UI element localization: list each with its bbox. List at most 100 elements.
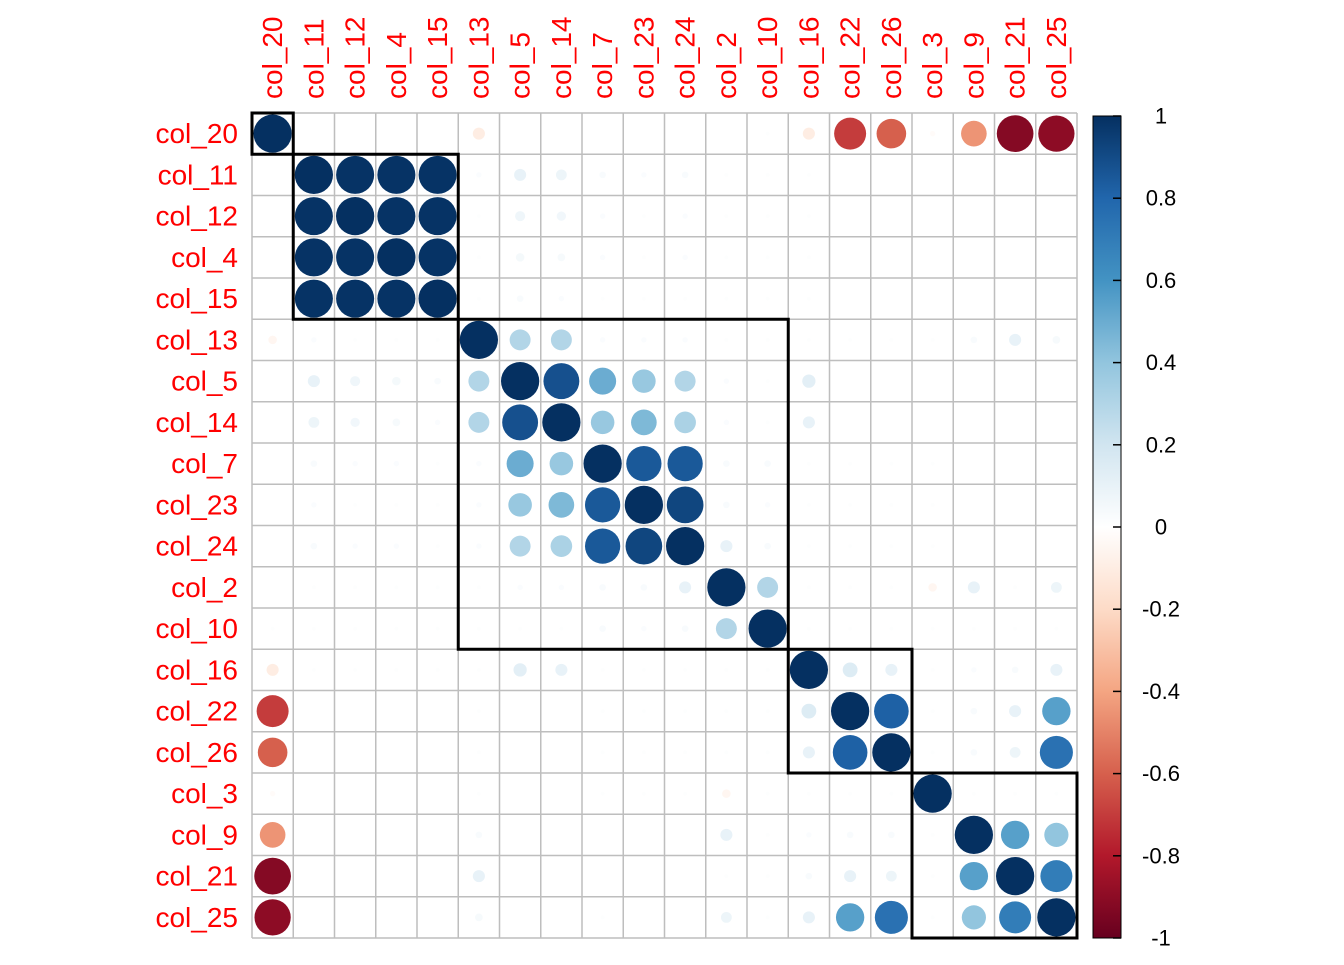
correlation-circle-col_14-col_14 xyxy=(542,403,581,442)
correlation-circle-col_24-col_16 xyxy=(806,544,811,549)
correlation-circle-col_13-col_14 xyxy=(550,329,572,351)
column-label: col_25 xyxy=(1041,16,1072,99)
correlation-circle-col_2-col_15 xyxy=(435,585,440,590)
column-label: col_24 xyxy=(670,16,701,99)
column-label: col_5 xyxy=(505,32,536,99)
correlation-circle-col_4-col_2 xyxy=(724,255,729,260)
correlation-circle-col_10-col_20 xyxy=(270,626,275,631)
correlation-circle-col_16-col_7 xyxy=(600,667,605,672)
correlation-circle-col_4-col_13 xyxy=(476,255,481,260)
correlation-circle-col_7-col_13 xyxy=(476,460,482,467)
row-label: col_4 xyxy=(171,242,238,273)
column-label: col_20 xyxy=(257,16,288,99)
correlation-circle-col_24-col_4 xyxy=(393,543,400,549)
correlation-circle-col_20-col_22 xyxy=(834,117,867,150)
correlation-circle-col_25-col_21 xyxy=(999,901,1032,934)
correlation-circle-col_9-col_2 xyxy=(720,828,733,841)
correlation-circle-col_22-col_13 xyxy=(476,709,481,714)
color-legend: 1 0.8 0.6 0.4 0.2 0 -0.2 -0.4 -0.6 -0.8 -1 xyxy=(1092,104,1180,951)
correlation-circle-col_3-col_26 xyxy=(889,791,894,796)
correlation-circle-col_15-col_11 xyxy=(294,279,333,318)
correlation-circle-col_21-col_25 xyxy=(1040,860,1073,893)
correlation-circle-col_9-col_25 xyxy=(1044,822,1069,847)
correlation-circle-col_26-col_22 xyxy=(832,735,868,770)
correlation-circle-col_10-col_22 xyxy=(848,626,853,631)
correlation-circle-col_13-col_13 xyxy=(459,320,499,360)
correlation-circle-col_2-col_24 xyxy=(679,581,692,594)
correlation-circle-col_3-col_13 xyxy=(476,791,481,796)
correlation-circle-col_9-col_20 xyxy=(259,822,286,848)
correlation-circle-col_24-col_10 xyxy=(764,542,771,550)
correlation-circle-col_13-col_15 xyxy=(435,337,440,342)
correlation-circle-col_15-col_5 xyxy=(516,295,524,302)
row-label: col_16 xyxy=(155,654,238,685)
correlation-circle-col_10-col_3 xyxy=(930,626,935,631)
correlation-circle-col_25-col_2 xyxy=(720,911,732,923)
correlation-circle-col_16-col_14 xyxy=(555,663,568,676)
correlation-circle-col_10-col_23 xyxy=(641,625,647,632)
correlation-circle-col_12-col_16 xyxy=(806,214,811,219)
correlation-circle-col_22-col_21 xyxy=(1009,705,1022,718)
correlation-circle-col_13-col_25 xyxy=(1052,336,1061,344)
correlation-circle-col_15-col_13 xyxy=(476,296,481,301)
correlation-circle-col_25-col_7 xyxy=(600,915,605,920)
correlation-circle-col_7-col_22 xyxy=(848,461,853,466)
correlation-circle-col_21-col_16 xyxy=(805,872,813,880)
correlation-circle-col_15-col_23 xyxy=(641,296,646,301)
correlation-circle-col_12-col_24 xyxy=(682,213,688,219)
correlation-circle-col_15-col_14 xyxy=(558,295,565,302)
correlation-circle-col_7-col_24 xyxy=(667,445,703,482)
correlation-circle-col_16-col_9 xyxy=(971,667,977,673)
correlation-circle-col_26-col_24 xyxy=(683,750,688,755)
correlation-circle-col_15-col_7 xyxy=(600,296,605,301)
correlation-circle-col_16-col_13 xyxy=(476,667,481,672)
correlation-circle-col_23-col_13 xyxy=(476,502,482,508)
row-label: col_7 xyxy=(171,448,238,479)
correlation-circle-col_2-col_16 xyxy=(806,585,811,590)
correlation-circle-col_26-col_7 xyxy=(600,750,605,755)
correlation-circle-col_3-col_2 xyxy=(722,789,731,798)
color-legend-tick-label: 1 xyxy=(1155,104,1167,129)
correlation-circle-col_26-col_26 xyxy=(872,733,911,772)
correlation-circle-col_15-col_4 xyxy=(377,279,416,318)
correlation-circle-col_10-col_7 xyxy=(599,625,606,632)
color-legend-tick-label: -1 xyxy=(1151,926,1171,951)
column-label: col_4 xyxy=(381,32,412,99)
correlation-circle-col_14-col_24 xyxy=(674,411,696,434)
correlation-circle-col_5-col_7 xyxy=(589,367,617,395)
correlation-circle-col_13-col_2 xyxy=(724,337,729,342)
correlation-circle-col_26-col_9 xyxy=(970,749,978,756)
correlation-circle-col_2-col_22 xyxy=(848,585,853,590)
correlation-circle-col_22-col_25 xyxy=(1042,696,1071,726)
correlation-circle-col_21-col_13 xyxy=(472,870,485,883)
correlation-circle-col_11-col_4 xyxy=(377,155,416,194)
correlation-circle-col_12-col_7 xyxy=(599,213,606,219)
correlation-circle-col_3-col_16 xyxy=(806,791,811,796)
correlation-circle-col_23-col_7 xyxy=(584,487,621,523)
correlation-circle-col_16-col_16 xyxy=(789,650,829,690)
row-label: col_25 xyxy=(155,902,238,933)
correlation-circle-col_2-col_2 xyxy=(707,568,746,607)
correlation-circle-col_13-col_9 xyxy=(970,336,978,344)
cluster-box-1 xyxy=(250,111,295,156)
correlation-circle-col_7-col_26 xyxy=(889,461,894,466)
correlation-circle-col_20-col_26 xyxy=(876,118,907,149)
correlation-circle-col_14-col_11 xyxy=(308,416,320,428)
correlation-circle-col_3-col_7 xyxy=(600,791,605,796)
correlation-circle-col_3-col_3 xyxy=(913,774,952,813)
row-label: col_13 xyxy=(155,324,238,355)
correlation-circle-col_21-col_2 xyxy=(724,874,729,879)
correlation-circle-col_4-col_12 xyxy=(336,238,375,277)
correlation-circle-col_21-col_10 xyxy=(765,874,770,879)
correlation-circle-col_22-col_9 xyxy=(970,707,978,715)
correlation-circle-col_10-col_13 xyxy=(476,626,481,631)
correlation-circle-col_2-col_14 xyxy=(558,584,565,591)
color-legend-tick-label: -0.8 xyxy=(1142,843,1180,868)
correlation-circle-col_11-col_13 xyxy=(476,172,482,178)
correlation-circle-col_24-col_12 xyxy=(352,543,358,549)
correlation-circle-col_10-col_12 xyxy=(353,626,358,631)
correlation-circle-col_2-col_26 xyxy=(889,585,894,590)
grid-layer xyxy=(251,112,1078,939)
row-label: col_15 xyxy=(155,283,238,314)
